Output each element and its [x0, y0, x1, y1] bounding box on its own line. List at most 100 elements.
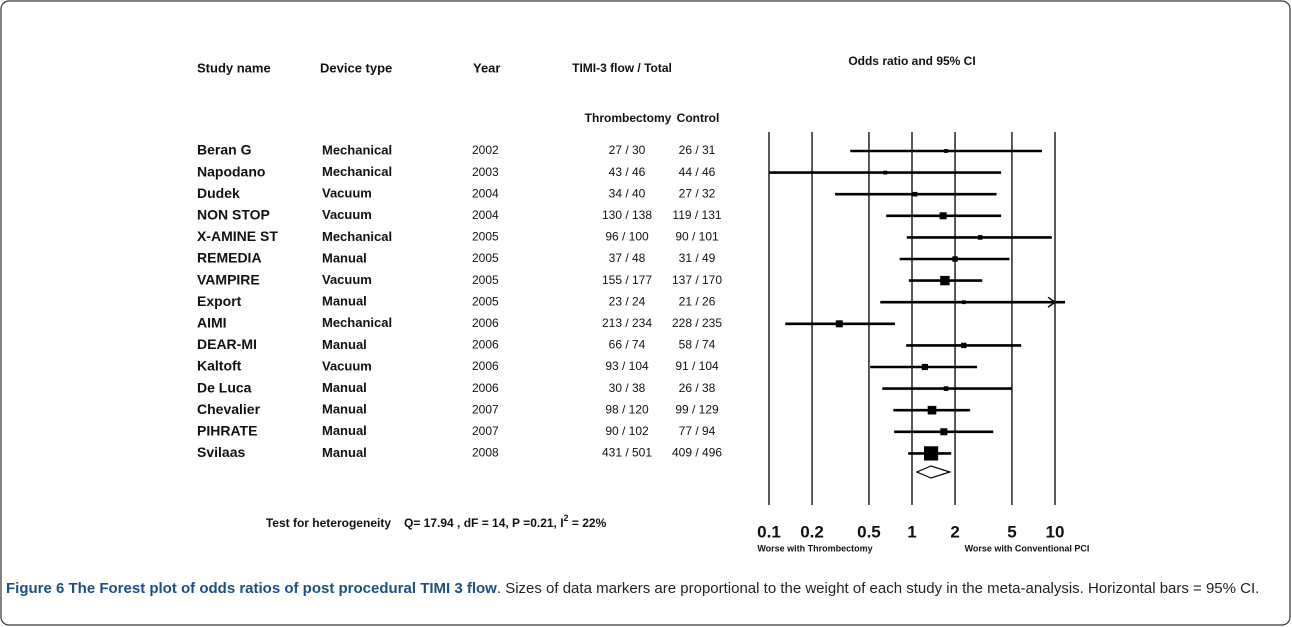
control-count: 44 / 46 [679, 165, 716, 179]
control-count: 27 / 32 [679, 186, 716, 200]
study-name: AIMI [197, 315, 227, 331]
year: 2004 [472, 208, 499, 222]
study-name: PIHRATE [197, 423, 257, 439]
device-type: Vacuum [322, 186, 372, 201]
device-type: Vacuum [322, 207, 372, 222]
device-type: Mechanical [322, 315, 392, 330]
marker [961, 300, 966, 305]
stats: Q= 17.94 , dF = 14, P =0.21, I [404, 516, 564, 530]
header: Study name [197, 60, 271, 75]
x-tick-label: 2 [950, 522, 959, 541]
device-type: Manual [322, 445, 367, 460]
pooled-diamond [915, 465, 952, 479]
control-count: 58 / 74 [679, 338, 716, 352]
device-type: Vacuum [322, 272, 372, 287]
year: 2005 [472, 294, 499, 308]
x-tick-label: 0.5 [857, 522, 881, 541]
marker [939, 212, 947, 220]
control-count: 77 / 94 [679, 424, 716, 438]
control-count: 99 / 129 [675, 402, 719, 416]
year: 2006 [472, 338, 499, 352]
control-count: 26 / 38 [679, 381, 716, 395]
device-type: Mechanical [322, 229, 392, 244]
x-tick-label: 5 [1007, 522, 1016, 541]
thrombectomy-count: 431 / 501 [602, 446, 652, 460]
study-name: VAMPIRE [197, 271, 260, 287]
year: 2006 [472, 316, 499, 330]
axis-note: Worse with Thrombectomy [757, 543, 872, 553]
study-name: NON STOP [197, 207, 270, 223]
caption: Figure 6 The Forest plot of odds ratios … [6, 578, 1284, 600]
stats-end: = 22% [569, 516, 607, 530]
thrombectomy-count: 213 / 234 [602, 316, 652, 330]
control-count: 31 / 49 [679, 251, 716, 265]
thrombectomy-count: 34 / 40 [609, 186, 646, 200]
axis-note: Worse with Conventional PCI [965, 543, 1090, 553]
year: 2005 [472, 251, 499, 265]
marker [921, 363, 928, 371]
heterogeneity-stats: Q= 17.94 , dF = 14, P =0.21, I2 = 22% [404, 513, 607, 530]
x-tick-label: 1 [907, 522, 916, 541]
study-name: Dudek [197, 185, 240, 201]
year: 2002 [472, 143, 499, 157]
thrombectomy-count: 23 / 24 [609, 294, 646, 308]
control-count: 90 / 101 [675, 230, 719, 244]
device-type: Vacuum [322, 358, 372, 373]
thrombectomy-count: 90 / 102 [605, 424, 649, 438]
marker [940, 275, 950, 286]
year: 2005 [472, 230, 499, 244]
thrombectomy-count: 37 / 48 [609, 251, 646, 265]
marker [943, 386, 949, 391]
thrombectomy-count: 155 / 177 [602, 273, 652, 287]
device-type: Mechanical [322, 164, 392, 179]
marker [944, 149, 948, 153]
study-name: DEAR-MI [197, 336, 257, 352]
plot-area [769, 149, 1065, 461]
marker [835, 320, 843, 328]
year: 2007 [472, 424, 499, 438]
device-type: Manual [322, 250, 367, 265]
header: Device type [320, 60, 392, 75]
year: 2007 [472, 402, 499, 416]
study-name: Svilaas [197, 444, 245, 460]
caption-text: . Sizes of data markers are proportional… [496, 580, 1260, 597]
year: 2005 [472, 273, 499, 287]
marker [977, 235, 983, 240]
control-count: 119 / 131 [672, 208, 721, 222]
device-type: Manual [322, 337, 367, 352]
marker [940, 428, 948, 436]
year: 2006 [472, 359, 499, 373]
device-type: Manual [322, 294, 367, 309]
marker [927, 405, 937, 415]
study-name: Beran G [197, 142, 252, 158]
thrombectomy-count: 30 / 38 [609, 381, 646, 395]
ci-arrow [1047, 296, 1057, 308]
thrombectomy-count: 43 / 46 [609, 165, 646, 179]
thrombectomy-count: 96 / 100 [605, 230, 649, 244]
caption-title: Figure 6 The Forest plot of odds ratios … [6, 580, 497, 597]
thrombectomy-count: 27 / 30 [609, 143, 646, 157]
marker [912, 191, 918, 197]
study-name: Kaltoft [197, 358, 242, 374]
header: Year [473, 60, 500, 75]
header: TIMI-3 flow / Total [572, 61, 672, 75]
year: 2006 [472, 381, 499, 395]
marker [883, 170, 888, 175]
x-tick-label: 0.1 [757, 522, 781, 541]
control-count: 409 / 496 [672, 446, 722, 460]
year: 2008 [472, 446, 499, 460]
thrombectomy-count: 98 / 120 [605, 402, 649, 416]
control-count: 21 / 26 [679, 294, 716, 308]
x-tick-label: 0.2 [800, 522, 824, 541]
device-type: Mechanical [322, 142, 392, 157]
control-count: 91 / 104 [675, 359, 719, 373]
stats-sup: 2 [564, 513, 569, 523]
header: Odds ratio and 95% CI [848, 54, 975, 68]
control-count: 137 / 170 [672, 273, 722, 287]
header: Thrombectomy [585, 111, 672, 125]
study-name: REMEDIA [197, 250, 262, 266]
marker [961, 342, 967, 349]
